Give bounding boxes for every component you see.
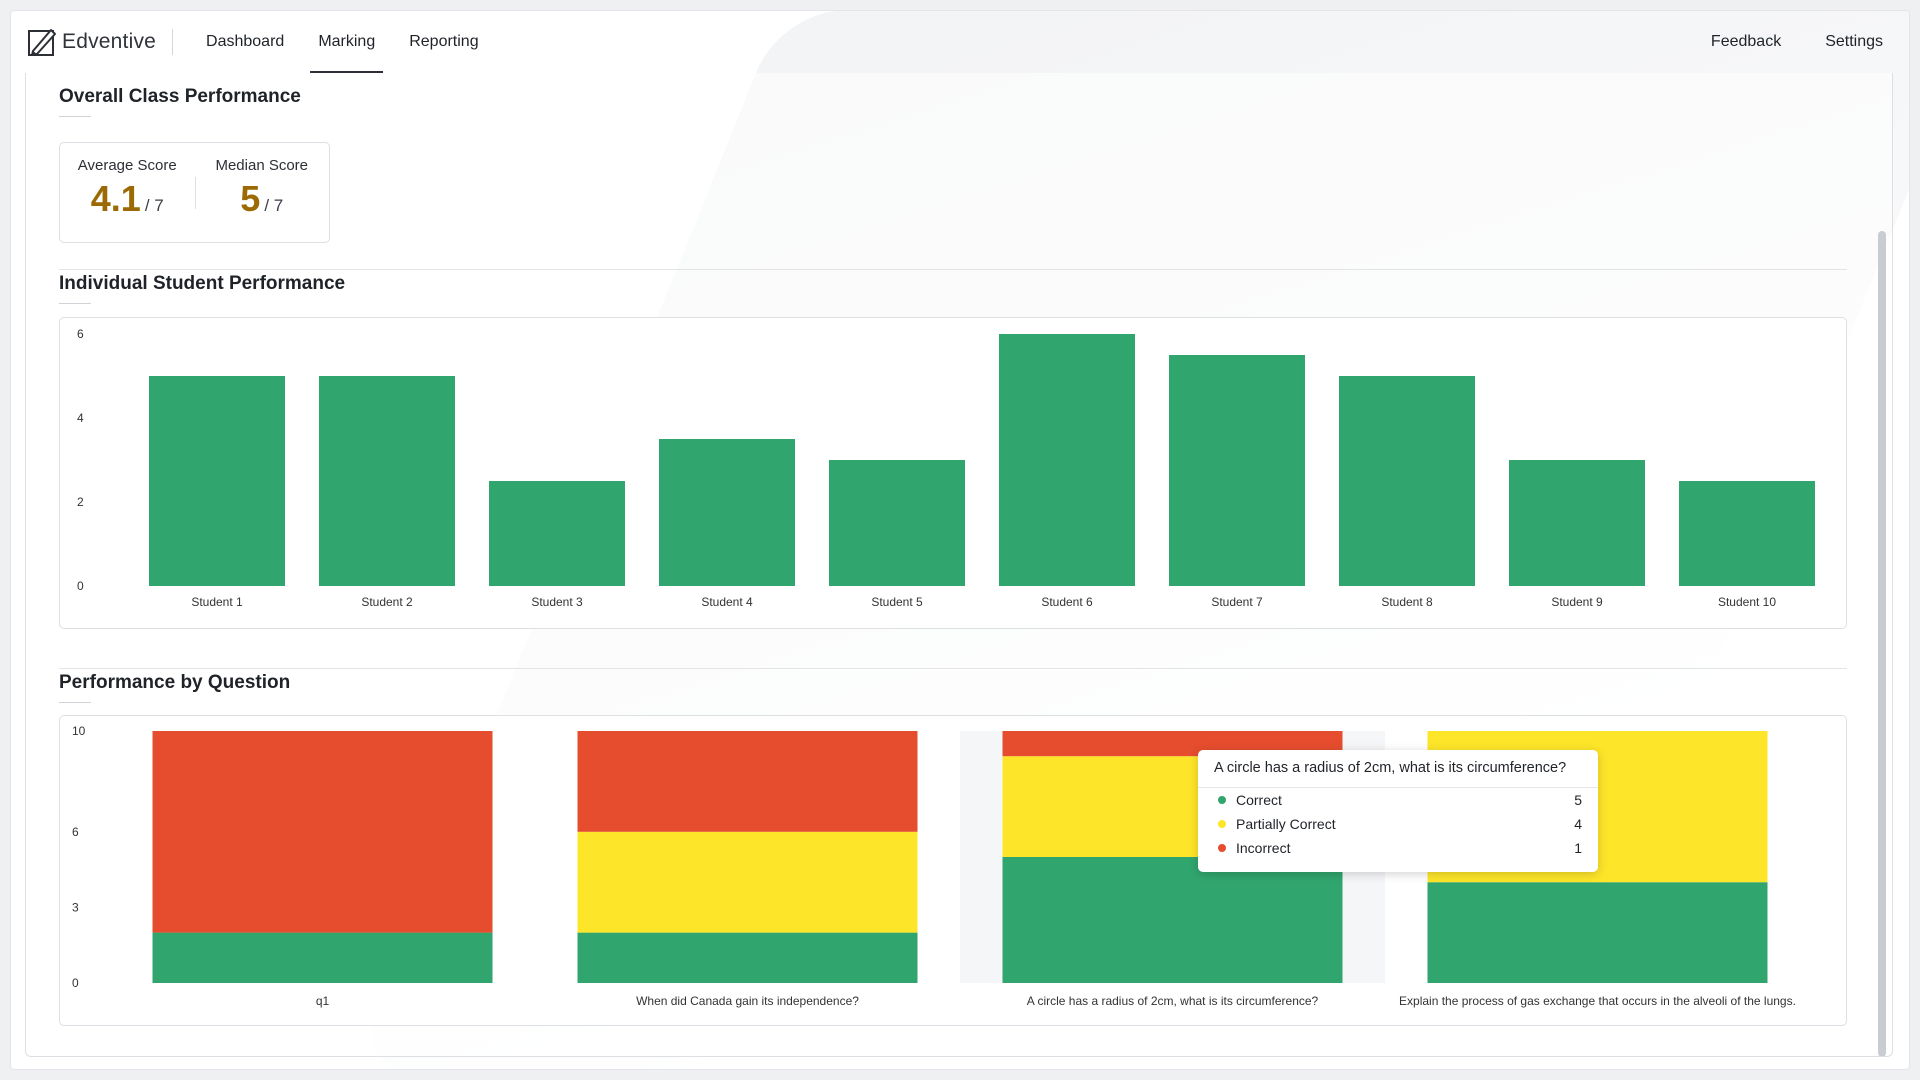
tab-reporting[interactable]: Reporting <box>409 33 479 50</box>
x-tick-label: Explain the process of gas exchange that… <box>1399 994 1796 1008</box>
feedback-link[interactable]: Feedback <box>1710 33 1782 50</box>
student-performance-chart: 0 2 4 6 Student 1 Student 2 Student 3 Student 4… <box>59 317 1847 629</box>
x-tick-label: q1 <box>316 994 330 1008</box>
tooltip-value: 4 <box>1574 816 1582 832</box>
nav-tabs: Dashboard Marking Reporting <box>189 11 496 73</box>
y-tick-label: 6 <box>72 825 79 839</box>
section-underline <box>59 116 91 117</box>
tooltip-label: Partially Correct <box>1236 816 1336 832</box>
pencil-square-icon <box>28 29 56 56</box>
student-bar[interactable] <box>319 376 455 586</box>
tooltip-title: A circle has a radius of 2cm, what is it… <box>1198 750 1598 788</box>
score-summary-card: Average Score 4.1/ 7 Median Score 5/ 7 <box>59 142 330 243</box>
tooltip-row-incorrect: Incorrect 1 <box>1198 836 1598 860</box>
overall-performance-title: Overall Class Performance <box>59 86 301 107</box>
student-bar[interactable] <box>659 439 795 586</box>
x-tick-label: When did Canada gain its independence? <box>636 994 859 1008</box>
question-performance-title: Performance by Question <box>59 672 291 693</box>
individual-performance-title: Individual Student Performance <box>59 273 346 294</box>
stacked-bar-segment[interactable] <box>577 932 918 983</box>
partial-dot-icon <box>1218 820 1226 828</box>
x-tick-label: Student 9 <box>1551 595 1603 609</box>
scrollbar[interactable] <box>1878 231 1886 1056</box>
stacked-bar-segment[interactable] <box>152 932 493 983</box>
y-tick-label: 6 <box>77 327 84 341</box>
app-window: Edventive Dashboard Marking Reporting Fe… <box>10 10 1910 1070</box>
y-tick-label: 0 <box>72 976 79 990</box>
stacked-bar-segment[interactable] <box>577 831 918 933</box>
student-bar-chart: 0 2 4 6 Student 1 Student 2 Student 3 Student 4… <box>77 327 1815 609</box>
chart-tooltip: A circle has a radius of 2cm, what is it… <box>1198 750 1598 872</box>
x-tick-label: Student 1 <box>191 595 243 609</box>
brand-divider <box>172 29 174 55</box>
stacked-bar-segment[interactable] <box>152 731 493 933</box>
tab-marking[interactable]: Marking <box>301 11 392 73</box>
nav-right: Feedback Settings <box>1689 11 1883 73</box>
settings-link[interactable]: Settings <box>1825 33 1883 50</box>
stacked-bar-segment[interactable] <box>1002 857 1343 983</box>
tooltip-value: 5 <box>1574 792 1582 808</box>
x-tick-label: Student 7 <box>1211 595 1263 609</box>
brand-name: Edventive <box>62 30 157 53</box>
tooltip-value: 1 <box>1574 840 1582 856</box>
x-tick-label: Student 5 <box>871 595 923 609</box>
student-bar[interactable] <box>489 481 625 586</box>
tooltip-label: Incorrect <box>1236 840 1291 856</box>
section-underline <box>59 303 91 304</box>
x-tick-label: Student 2 <box>361 595 413 609</box>
average-score-value: 4.1 <box>90 178 141 219</box>
median-score-label: Median Score <box>215 157 309 174</box>
y-tick-label: 10 <box>72 724 86 738</box>
median-score: Median Score 5/ 7 <box>194 143 330 242</box>
student-bar[interactable] <box>149 376 285 586</box>
y-tick-label: 2 <box>77 495 84 509</box>
section-divider <box>59 668 1847 669</box>
student-bar[interactable] <box>999 334 1135 586</box>
x-tick-label: Student 8 <box>1381 595 1433 609</box>
incorrect-dot-icon <box>1218 844 1226 852</box>
x-tick-label: Student 6 <box>1041 595 1093 609</box>
section-divider <box>59 269 1847 270</box>
student-bar[interactable] <box>1679 481 1815 586</box>
y-tick-label: 4 <box>77 411 84 425</box>
x-tick-label: A circle has a radius of 2cm, what is it… <box>1027 994 1319 1008</box>
report-panel: Overall Class Performance Average Score … <box>25 73 1893 1057</box>
x-tick-label: Student 4 <box>701 595 753 609</box>
y-tick-label: 3 <box>72 900 79 914</box>
stacked-bar-segment[interactable] <box>577 731 918 832</box>
y-tick-label: 0 <box>77 579 84 593</box>
correct-dot-icon <box>1218 796 1226 804</box>
section-underline <box>59 702 91 703</box>
student-bar[interactable] <box>1509 460 1645 586</box>
top-navigation: Edventive Dashboard Marking Reporting Fe… <box>11 11 1909 73</box>
median-score-max: / 7 <box>264 196 284 215</box>
student-bar[interactable] <box>1169 355 1305 586</box>
tab-dashboard[interactable]: Dashboard <box>206 33 285 50</box>
tooltip-row-partial: Partially Correct 4 <box>1198 812 1598 836</box>
average-score-max: / 7 <box>144 196 164 215</box>
student-bar[interactable] <box>829 460 965 586</box>
median-score-value: 5 <box>240 178 261 219</box>
x-tick-label: Student 3 <box>531 595 583 609</box>
average-score-label: Average Score <box>77 157 177 174</box>
average-score: Average Score 4.1/ 7 <box>60 143 195 242</box>
tooltip-label: Correct <box>1236 792 1282 808</box>
x-tick-label: Student 10 <box>1718 595 1776 609</box>
tooltip-row-correct: Correct 5 <box>1198 788 1598 812</box>
student-bar[interactable] <box>1339 376 1475 586</box>
stacked-bar-segment[interactable] <box>1427 882 1768 983</box>
brand[interactable]: Edventive <box>27 27 156 57</box>
